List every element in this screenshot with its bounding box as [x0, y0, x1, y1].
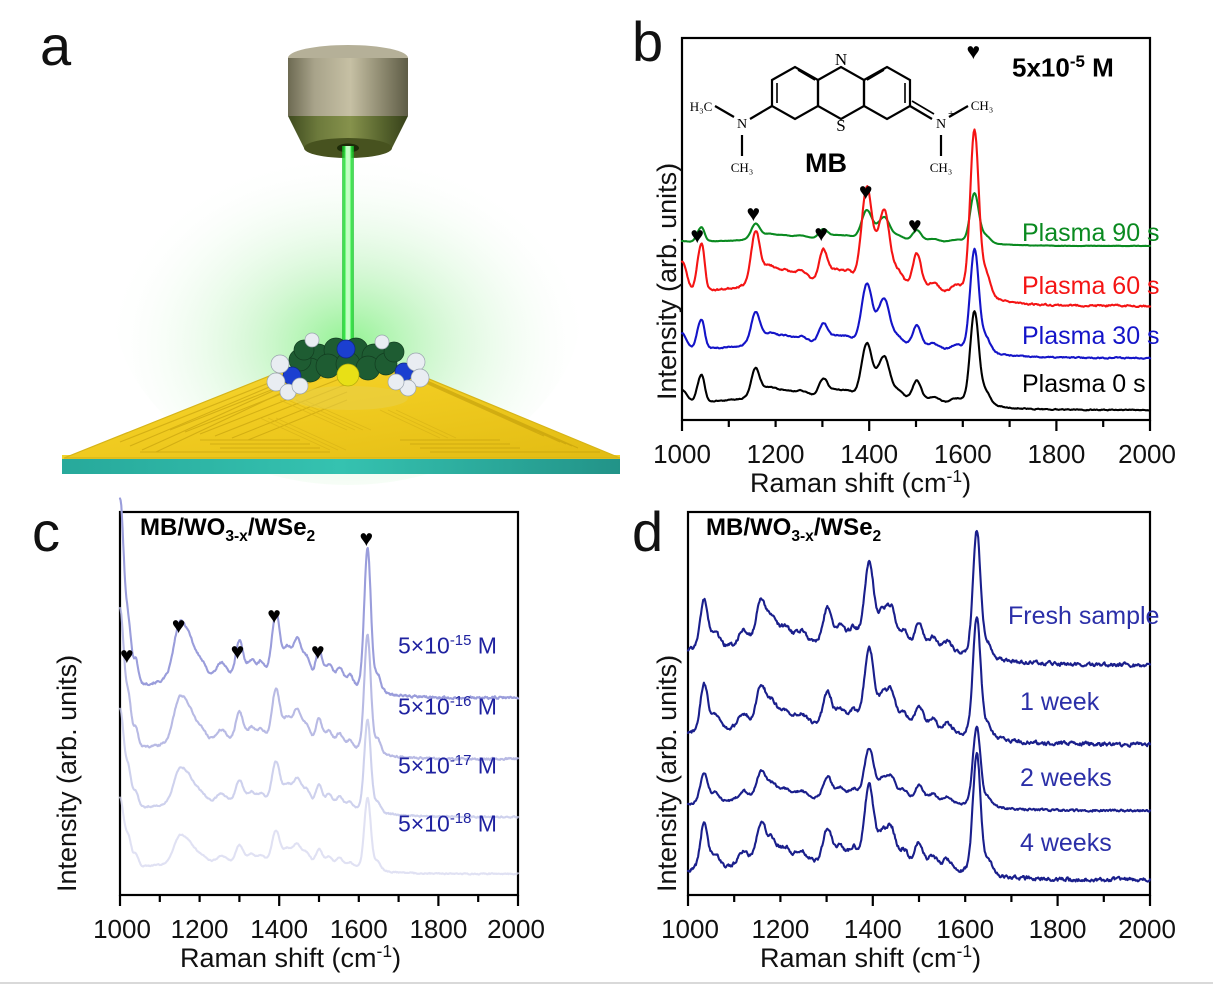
panel-d-plot: 1000 1200 1400 1600 1800 2000	[661, 510, 1176, 944]
panel-b-plasma-spectra: b Intensity (arb. units) 1000 1200 1400 …	[620, 0, 1213, 499]
panel-c-concentration-spectra: c Intensity (arb. units) 1000 1200 1400 …	[0, 492, 620, 982]
spectrum-trace	[118, 707, 520, 819]
heart-marker-icon: ♥	[230, 638, 245, 664]
x-tick-labels: 1000 1200 1400 1600 1800 2000	[93, 914, 545, 944]
panel-d-stability-spectra: d Intensity (arb. units) 1000 1200 1400 …	[620, 492, 1213, 982]
svg-text:H₃C: H₃C	[690, 99, 713, 114]
spectrum-trace	[118, 796, 520, 876]
xtick-1: 1200	[751, 914, 809, 944]
trace-label-4weeks: 4 weeks	[1020, 829, 1112, 857]
xtick-5: 2000	[487, 914, 545, 944]
xtick-5: 2000	[1118, 914, 1176, 944]
xtick-4: 1800	[409, 914, 467, 944]
heart-marker-icon: ♥	[814, 220, 829, 246]
panel-b-traces	[680, 128, 1152, 412]
trace-label-1week: 1 week	[1020, 688, 1100, 716]
xtick-0: 1000	[653, 439, 711, 469]
molecule-reflection	[292, 386, 408, 410]
heart-marker-icon: ♥	[311, 638, 325, 664]
svg-text:N: N	[737, 117, 747, 132]
trace-label-plasma-0: Plasma 0 s	[1022, 370, 1146, 398]
heart-marker-icon: ♥	[690, 222, 705, 248]
spectrum-trace	[118, 497, 520, 701]
panel-d-traces	[686, 529, 1152, 883]
heart-marker-icon: ♥	[171, 612, 186, 638]
panel-b-xlabel: Raman shift (cm-1)	[750, 466, 972, 498]
xtick-0: 1000	[661, 914, 719, 944]
xtick-0: 1000	[93, 914, 151, 944]
heart-marker-icon: ♥	[267, 602, 281, 628]
spectrum-trace	[118, 606, 520, 762]
svg-text:CH₃: CH₃	[971, 98, 994, 113]
heart-marker-icon: ♥	[119, 642, 134, 668]
trace-label-c-17: 5×10-17 M	[398, 752, 497, 779]
xtick-3: 1600	[330, 914, 388, 944]
svg-text:CH₃: CH₃	[731, 160, 754, 175]
trace-label-plasma-90: Plasma 90 s	[1022, 219, 1160, 247]
panel-c-plot: 1000 1200 1400 1600 1800 2000	[93, 497, 545, 944]
xtick-2: 1400	[844, 914, 902, 944]
panel-c-letter: c	[32, 500, 60, 563]
panel-b-letter: b	[632, 10, 664, 73]
panel-c-ylabel: Intensity (arb. units)	[52, 654, 82, 892]
xtick-3: 1600	[936, 914, 994, 944]
mb-structure-inset: N S N H₃C CH₃ N + CH₃ CH₃	[690, 50, 994, 175]
objective-lens	[288, 45, 408, 158]
panel-a-schematic: a	[0, 0, 621, 490]
xtick-2: 1400	[250, 914, 308, 944]
xtick-1: 1200	[747, 439, 805, 469]
trace-label-c-16: 5×10-16 M	[398, 693, 497, 720]
panel-d-xlabel: Raman shift (cm-1)	[760, 941, 982, 973]
heart-marker-icon: ♥	[858, 178, 873, 204]
panel-d-ylabel: Intensity (arb. units)	[652, 654, 682, 892]
trace-label-fresh: Fresh sample	[1008, 602, 1160, 630]
svg-text:N: N	[936, 117, 946, 132]
x-ticks	[686, 895, 1152, 906]
schematic-svg	[62, 45, 621, 485]
trace-label-c-18: 5×10-18 M	[398, 810, 497, 837]
panel-c-sample-label: MB/WO3-x/WSe2	[140, 514, 316, 545]
xtick-3: 1600	[934, 439, 992, 469]
svg-text:+: +	[948, 108, 954, 120]
trace-label-c-15: 5×10-15 M	[398, 632, 497, 659]
heart-marker-icon: ♥	[908, 212, 922, 238]
concentration-label: 5x10-5 M	[1012, 52, 1114, 83]
spectrum-trace	[680, 247, 1152, 360]
heart-marker-icon: ♥	[359, 525, 374, 551]
xtick-1: 1200	[171, 914, 229, 944]
panel-a-letter: a	[40, 14, 72, 77]
mb-molecule	[266, 332, 430, 401]
spectrum-trace	[680, 310, 1152, 412]
spectrum-trace	[686, 529, 1152, 669]
x-ticks	[680, 420, 1152, 431]
spectrum-trace	[686, 725, 1152, 813]
svg-text:N: N	[835, 50, 847, 69]
xtick-4: 1800	[1029, 914, 1087, 944]
trace-label-plasma-30: Plasma 30 s	[1022, 322, 1160, 350]
xtick-4: 1800	[1027, 439, 1085, 469]
panel-d-sample-label: MB/WO3-x/WSe2	[706, 514, 882, 545]
x-tick-labels: 1000 1200 1400 1600 1800 2000	[653, 439, 1176, 469]
mb-label: MB	[805, 148, 847, 178]
trace-label-2weeks: 2 weeks	[1020, 764, 1112, 792]
panel-c-xlabel: Raman shift (cm-1)	[180, 941, 402, 973]
heart-marker-icon: ♥	[746, 200, 761, 226]
xtick-2: 1400	[840, 439, 898, 469]
trace-label-plasma-60: Plasma 60 s	[1022, 272, 1160, 300]
panel-d-letter: d	[632, 500, 664, 563]
spectrum-trace	[680, 192, 1152, 248]
panel-b-ylabel: Intensity (arb. units)	[652, 162, 682, 400]
panel-c-traces	[118, 497, 520, 876]
svg-text:S: S	[836, 116, 845, 135]
spectrum-trace	[686, 616, 1152, 748]
spectrum-trace	[680, 128, 1152, 309]
xtick-5: 2000	[1118, 439, 1176, 469]
x-ticks	[118, 895, 520, 906]
panel-b-plot: 1000 1200 1400 1600 1800 2000 N S N H₃C	[653, 36, 1176, 469]
svg-text:CH₃: CH₃	[930, 160, 953, 175]
spectrum-trace	[686, 751, 1152, 883]
heart-marker-icon: ♥	[966, 38, 981, 64]
x-tick-labels: 1000 1200 1400 1600 1800 2000	[661, 914, 1176, 944]
